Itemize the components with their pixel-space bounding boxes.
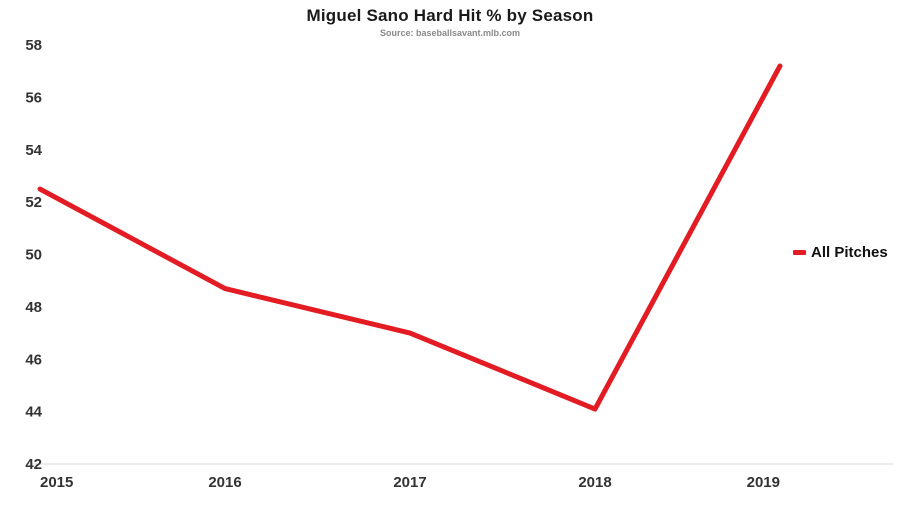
legend-series-label: All Pitches [811,244,888,261]
y-tick-label: 48 [25,299,42,316]
y-tick-label: 42 [25,456,42,473]
x-tick-label: 2015 [40,474,73,491]
legend-line-marker-icon [793,250,806,255]
y-tick-label: 44 [25,404,42,421]
x-tick-label: 2018 [578,474,611,491]
y-tick-label: 58 [25,37,42,54]
legend: All Pitches [793,244,888,261]
y-tick-label: 50 [25,247,42,264]
x-tick-label: 2017 [393,474,426,491]
x-tick-label: 2016 [208,474,241,491]
series-line [37,63,783,412]
chart-subtitle: Source: baseballsavant.mlb.com [379,28,521,38]
y-tick-label: 52 [25,194,42,211]
y-tick-label: 56 [25,89,42,106]
chart-title: Miguel Sano Hard Hit % by Season [306,6,594,25]
y-tick-label: 54 [25,142,42,159]
y-tick-label: 46 [25,351,42,368]
x-tick-label: 2019 [747,474,780,491]
